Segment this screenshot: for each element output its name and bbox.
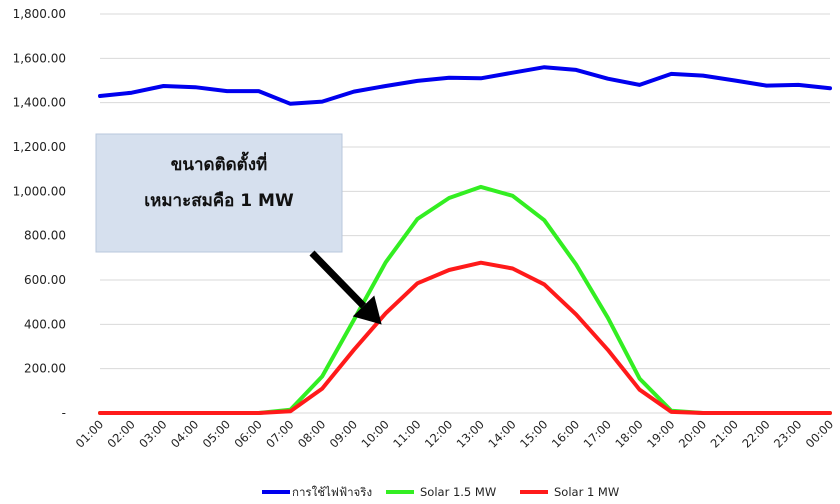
x-tick-label: 22:00	[739, 417, 772, 450]
x-tick-label: 15:00	[517, 417, 550, 450]
x-tick-label: 06:00	[231, 417, 264, 450]
y-tick-label: 1,600.00	[13, 51, 66, 65]
x-tick-label: 03:00	[136, 417, 169, 450]
x-tick-label: 19:00	[644, 417, 677, 450]
x-tick-label: 12:00	[422, 417, 455, 450]
y-tick-label: 1,800.00	[13, 7, 66, 21]
x-tick-label: 07:00	[263, 417, 296, 450]
callout-box	[95, 133, 343, 253]
x-tick-label: 01:00	[73, 417, 106, 450]
x-tick-label: 13:00	[454, 417, 487, 450]
legend-label-2: Solar 1.5 MW	[420, 485, 496, 499]
x-tick-label: 17:00	[581, 417, 614, 450]
y-tick-label: 1,000.00	[13, 184, 66, 198]
callout-text-line-1: ขนาดติดตั้งที่	[171, 151, 267, 175]
x-tick-label: 11:00	[390, 417, 423, 450]
y-tick-label: 200.00	[24, 362, 66, 376]
callout-arrow	[309, 250, 367, 309]
x-tick-label: 18:00	[612, 417, 645, 450]
x-tick-label: 05:00	[200, 417, 233, 450]
callout-text-line-2: เหมาะสมคือ 1 MW	[144, 190, 294, 211]
x-tick-label: 02:00	[105, 417, 138, 450]
x-tick-label: 04:00	[168, 417, 201, 450]
plot-area	[98, 65, 832, 415]
x-tick-label: 10:00	[358, 417, 391, 450]
x-tick-label: 14:00	[485, 417, 518, 450]
y-tick-label: 1,400.00	[13, 96, 66, 110]
y-tick-label: 1,200.00	[13, 140, 66, 154]
x-tick-label: 20:00	[676, 417, 709, 450]
y-tick-label: 800.00	[24, 229, 66, 243]
series-line-3	[98, 260, 832, 415]
series-points-3	[99, 262, 831, 414]
y-tick-label: -	[62, 406, 66, 420]
y-axis: 1,800.00 1,600.00 1,400.00 1,200.00 1,000.00…	[13, 7, 66, 420]
x-tick-label: 00:00	[803, 417, 836, 450]
series-line-1	[98, 65, 832, 106]
x-tick-label: 23:00	[771, 417, 804, 450]
x-axis: 01:0002:0003:0004:0005:0006:0007:0008:00…	[73, 417, 836, 450]
legend-label-3: Solar 1 MW	[554, 485, 619, 499]
x-tick-label: 09:00	[327, 417, 360, 450]
legend: การใช้ไฟฟ้าจริง Solar 1.5 MW Solar 1 MW	[262, 485, 619, 499]
legend-label-1: การใช้ไฟฟ้าจริง	[292, 485, 372, 499]
x-tick-label: 08:00	[295, 417, 328, 450]
y-tick-label: 600.00	[24, 273, 66, 287]
series-points-1	[99, 67, 831, 104]
y-tick-label: 400.00	[24, 317, 66, 331]
callout-arrow-head	[352, 295, 382, 325]
annotation-callout: ขนาดติดตั้งที่ เหมาะสมคือ 1 MW	[95, 133, 382, 325]
x-tick-label: 21:00	[708, 417, 741, 450]
x-tick-label: 16:00	[549, 417, 582, 450]
